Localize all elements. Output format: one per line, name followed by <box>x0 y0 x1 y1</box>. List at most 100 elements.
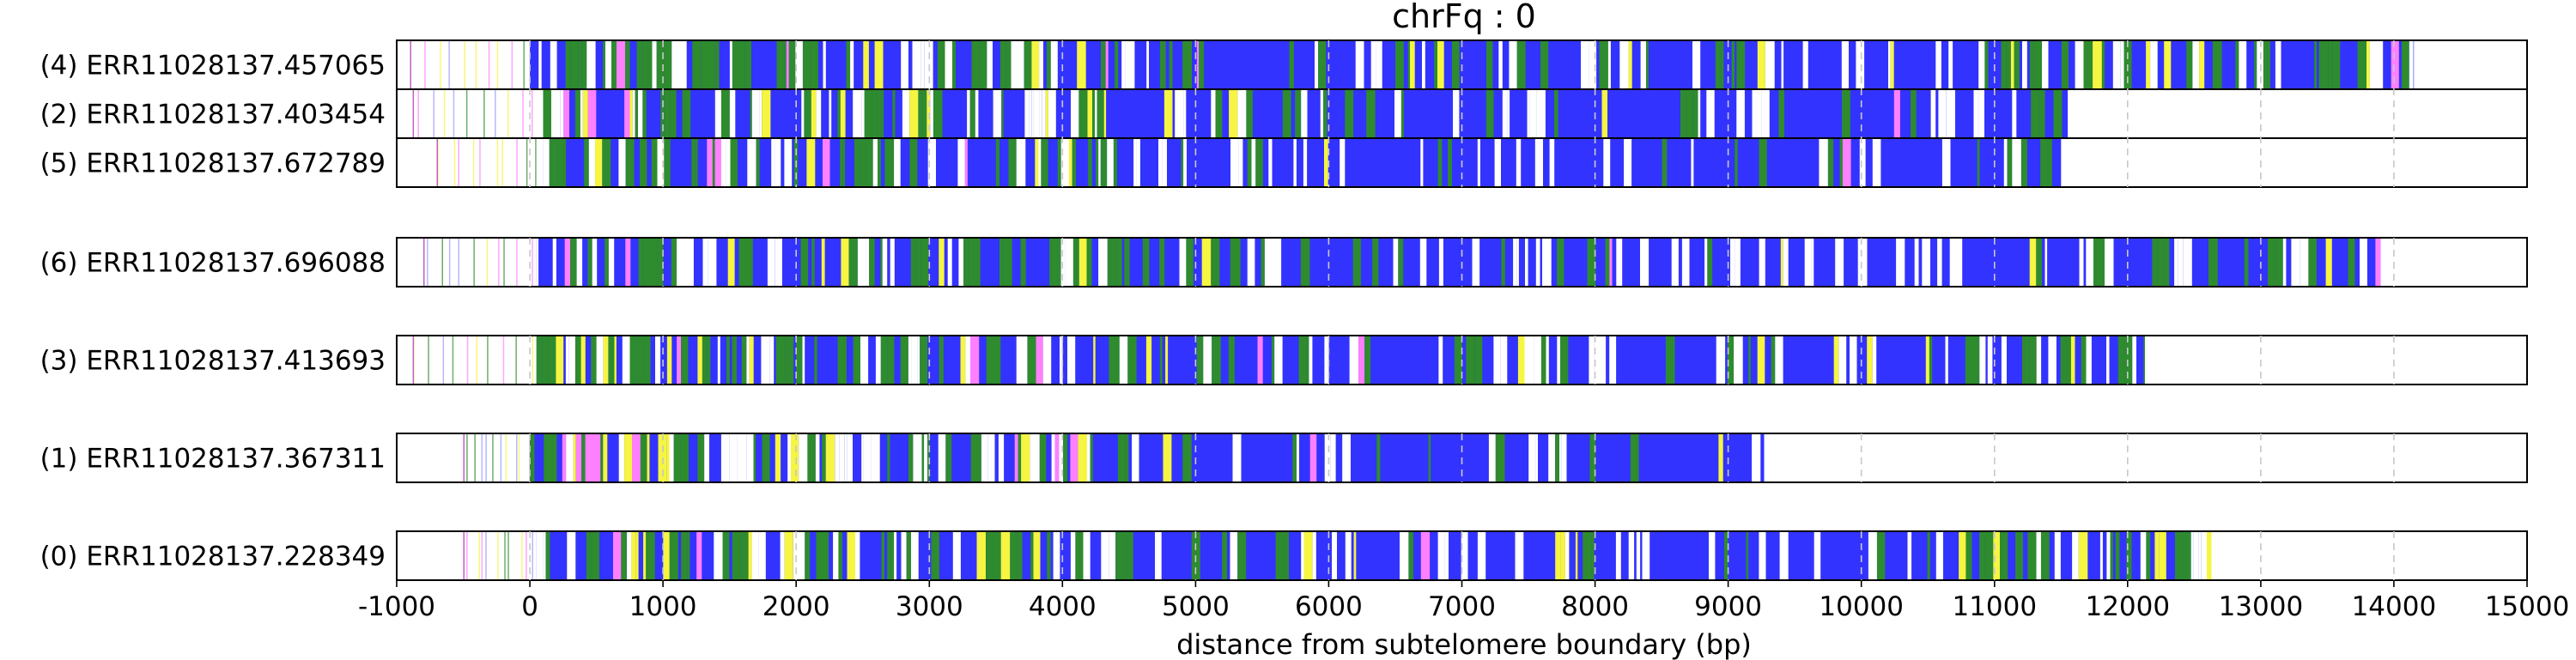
repeat-segment <box>2036 336 2042 384</box>
repeat-segment <box>872 89 878 138</box>
repeat-segment <box>1110 238 1117 287</box>
repeat-segment <box>1461 531 1468 580</box>
repeat-segment <box>1182 433 1192 482</box>
repeat-segment <box>1340 138 1346 187</box>
repeat-segment <box>1309 336 1313 384</box>
repeat-segment <box>1039 433 1047 482</box>
repeat-segment <box>1159 336 1163 384</box>
repeat-segment <box>1925 336 1929 384</box>
repeat-segment <box>427 238 428 287</box>
repeat-segment <box>1979 336 1986 384</box>
repeat-segment <box>1036 336 1043 384</box>
repeat-segment <box>536 336 543 384</box>
repeat-segment <box>2000 531 2008 580</box>
repeat-segment <box>744 40 751 89</box>
repeat-segment <box>1075 531 1084 580</box>
repeat-segment <box>637 336 645 384</box>
repeat-segment <box>474 433 476 482</box>
repeat-segment <box>600 433 604 482</box>
repeat-segment <box>1229 89 1238 138</box>
repeat-segment <box>2086 336 2092 384</box>
repeat-segment <box>767 238 775 287</box>
repeat-segment <box>2019 531 2023 580</box>
repeat-segment <box>913 433 922 482</box>
repeat-segment <box>732 40 736 89</box>
repeat-segment <box>530 433 535 482</box>
repeat-segment <box>1115 40 1119 89</box>
repeat-segment <box>2198 531 2202 580</box>
repeat-segment <box>442 336 445 384</box>
repeat-segment <box>910 238 916 287</box>
repeat-segment <box>1541 336 1546 384</box>
repeat-segment <box>999 40 1006 89</box>
repeat-segment <box>804 89 807 138</box>
repeat-segment <box>759 89 762 138</box>
repeat-segment <box>1376 40 1382 89</box>
repeat-segment <box>481 531 483 580</box>
repeat-segment <box>878 138 881 187</box>
repeat-segment <box>1938 89 1947 138</box>
repeat-segment <box>1358 336 1365 384</box>
repeat-segment <box>1630 433 1639 482</box>
repeat-segment <box>1039 40 1043 89</box>
repeat-segment <box>912 40 921 89</box>
repeat-segment <box>848 238 858 287</box>
repeat-segment <box>651 138 658 187</box>
repeat-segment <box>1005 40 1012 89</box>
repeat-segment <box>1163 433 1172 482</box>
repeat-segment <box>1261 238 1265 287</box>
repeat-segment <box>1500 336 1508 384</box>
repeat-segment <box>564 238 571 287</box>
repeat-segment <box>1037 433 1040 482</box>
repeat-segment <box>921 89 927 138</box>
repeat-segment <box>647 433 650 482</box>
repeat-segment <box>740 531 749 580</box>
repeat-segment <box>1300 238 1310 287</box>
repeat-segment <box>680 40 687 89</box>
repeat-segment <box>1115 531 1118 580</box>
repeat-segment <box>1257 336 1263 384</box>
repeat-segment <box>927 138 936 187</box>
repeat-segment <box>495 89 496 138</box>
repeat-segment <box>1165 336 1169 384</box>
repeat-segment <box>472 138 475 187</box>
repeat-segment <box>920 238 929 287</box>
repeat-segment <box>811 89 817 138</box>
repeat-segment <box>939 238 945 287</box>
repeat-segment <box>1628 531 1635 580</box>
repeat-segment <box>440 40 441 89</box>
read-track <box>396 39 2528 90</box>
repeat-segment <box>791 433 799 482</box>
repeat-segment <box>1250 238 1255 287</box>
repeat-segment <box>1228 336 1235 384</box>
repeat-segment <box>749 336 754 384</box>
repeat-segment <box>887 531 890 580</box>
repeat-segment <box>1246 89 1253 138</box>
repeat-segment <box>1136 138 1140 187</box>
repeat-segment <box>911 531 919 580</box>
repeat-segment <box>958 238 963 287</box>
repeat-segment <box>1072 138 1076 187</box>
repeat-segment <box>670 89 677 138</box>
repeat-segment <box>847 433 853 482</box>
read-label: (2) ERR11028137.403454 <box>40 100 386 130</box>
repeat-segment <box>466 336 469 384</box>
repeat-segment <box>1781 40 1784 89</box>
repeat-segment <box>1877 531 1886 580</box>
x-tick-label: 11000 <box>1952 591 2037 622</box>
repeat-segment <box>625 40 630 89</box>
repeat-segment <box>1954 238 1963 287</box>
repeat-segment <box>1868 531 1877 580</box>
repeat-segment <box>822 433 826 482</box>
repeat-segment <box>1922 238 1930 287</box>
repeat-segment <box>2012 89 2017 138</box>
repeat-segment <box>695 138 698 187</box>
repeat-segment <box>1525 238 1528 287</box>
repeat-segment <box>1748 336 1751 384</box>
repeat-segment <box>2201 531 2207 580</box>
repeat-segment <box>1272 336 1275 384</box>
repeat-segment <box>681 336 683 384</box>
repeat-segment <box>1030 433 1037 482</box>
repeat-segment <box>931 531 939 580</box>
repeat-segment <box>466 531 468 580</box>
